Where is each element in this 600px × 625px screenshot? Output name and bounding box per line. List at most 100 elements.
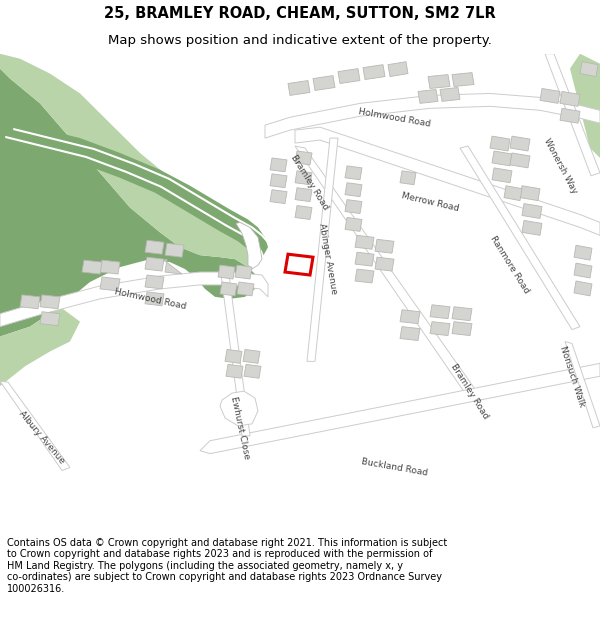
Polygon shape: [355, 236, 374, 249]
Text: Wonersh Way: Wonersh Way: [542, 137, 578, 195]
Polygon shape: [218, 265, 235, 279]
Polygon shape: [574, 245, 592, 260]
Polygon shape: [100, 277, 120, 291]
Polygon shape: [560, 108, 580, 123]
Polygon shape: [295, 146, 475, 393]
Polygon shape: [452, 307, 472, 321]
Polygon shape: [288, 81, 310, 96]
Polygon shape: [355, 269, 374, 283]
Polygon shape: [540, 89, 560, 103]
Polygon shape: [0, 381, 70, 471]
Polygon shape: [574, 281, 592, 296]
Polygon shape: [165, 243, 184, 257]
Polygon shape: [418, 89, 438, 103]
Polygon shape: [355, 253, 374, 266]
Polygon shape: [0, 272, 268, 327]
Polygon shape: [295, 206, 312, 219]
Polygon shape: [236, 222, 262, 269]
Polygon shape: [307, 138, 338, 361]
Polygon shape: [145, 257, 164, 271]
Polygon shape: [40, 312, 60, 326]
Text: Contains OS data © Crown copyright and database right 2021. This information is : Contains OS data © Crown copyright and d…: [7, 538, 448, 594]
Polygon shape: [295, 171, 312, 185]
Polygon shape: [40, 295, 60, 309]
Text: Buckland Road: Buckland Road: [361, 458, 429, 478]
Polygon shape: [440, 88, 460, 101]
Polygon shape: [0, 54, 255, 267]
Text: Abinger Avenue: Abinger Avenue: [317, 223, 338, 296]
Polygon shape: [430, 322, 450, 336]
Text: Holmwood Road: Holmwood Road: [113, 287, 187, 311]
Polygon shape: [20, 295, 40, 309]
Polygon shape: [313, 76, 335, 91]
Polygon shape: [388, 62, 408, 77]
Polygon shape: [522, 204, 542, 219]
Polygon shape: [145, 292, 164, 306]
Polygon shape: [504, 186, 522, 201]
Polygon shape: [295, 188, 312, 202]
Text: Merrow Road: Merrow Road: [400, 192, 460, 214]
Polygon shape: [220, 391, 258, 426]
Polygon shape: [363, 64, 385, 79]
Polygon shape: [265, 94, 600, 138]
Polygon shape: [243, 349, 260, 363]
Polygon shape: [570, 54, 600, 158]
Polygon shape: [145, 240, 164, 254]
Polygon shape: [235, 265, 252, 279]
Text: 25, BRAMLEY ROAD, CHEAM, SUTTON, SM2 7LR: 25, BRAMLEY ROAD, CHEAM, SUTTON, SM2 7LR: [104, 6, 496, 21]
Polygon shape: [400, 171, 416, 185]
Polygon shape: [244, 364, 261, 378]
Polygon shape: [145, 275, 164, 289]
Polygon shape: [295, 127, 600, 236]
Polygon shape: [0, 54, 260, 336]
Polygon shape: [237, 282, 254, 296]
Polygon shape: [400, 327, 420, 341]
Polygon shape: [270, 174, 287, 188]
Polygon shape: [510, 153, 530, 168]
Text: Holmwood Road: Holmwood Road: [358, 107, 432, 129]
Polygon shape: [560, 91, 580, 106]
Polygon shape: [375, 239, 394, 253]
Polygon shape: [574, 263, 592, 278]
Polygon shape: [345, 166, 362, 180]
Polygon shape: [428, 74, 450, 89]
Polygon shape: [225, 349, 242, 363]
Polygon shape: [226, 364, 243, 378]
Text: Bramley Road: Bramley Road: [449, 362, 491, 421]
Polygon shape: [345, 199, 362, 214]
Polygon shape: [338, 69, 360, 84]
Polygon shape: [460, 146, 580, 329]
Polygon shape: [345, 217, 362, 231]
Polygon shape: [520, 186, 540, 201]
Polygon shape: [220, 267, 250, 436]
Polygon shape: [400, 310, 420, 324]
Polygon shape: [270, 190, 287, 204]
Polygon shape: [565, 341, 600, 428]
Polygon shape: [522, 221, 542, 236]
Polygon shape: [545, 54, 600, 176]
Polygon shape: [100, 260, 120, 274]
Text: Albury Avenue: Albury Avenue: [17, 409, 67, 466]
Text: Map shows position and indicative extent of the property.: Map shows position and indicative extent…: [108, 34, 492, 47]
Polygon shape: [452, 72, 474, 86]
Text: Nonsuch Walk: Nonsuch Walk: [558, 344, 586, 408]
Polygon shape: [164, 259, 182, 274]
Polygon shape: [0, 118, 268, 265]
Polygon shape: [345, 182, 362, 197]
Polygon shape: [200, 363, 600, 454]
Polygon shape: [492, 168, 512, 182]
Polygon shape: [82, 260, 102, 274]
Text: Bramley Road: Bramley Road: [289, 154, 331, 212]
Text: Ewhurst Close: Ewhurst Close: [229, 396, 251, 460]
Polygon shape: [580, 62, 598, 77]
Polygon shape: [295, 151, 312, 165]
Polygon shape: [510, 136, 530, 151]
Polygon shape: [490, 136, 510, 151]
Polygon shape: [270, 158, 287, 172]
Polygon shape: [492, 151, 512, 166]
Text: Ranmore Road: Ranmore Road: [488, 234, 532, 296]
Polygon shape: [452, 322, 472, 336]
Polygon shape: [0, 307, 80, 386]
Polygon shape: [430, 305, 450, 319]
Polygon shape: [375, 257, 394, 271]
